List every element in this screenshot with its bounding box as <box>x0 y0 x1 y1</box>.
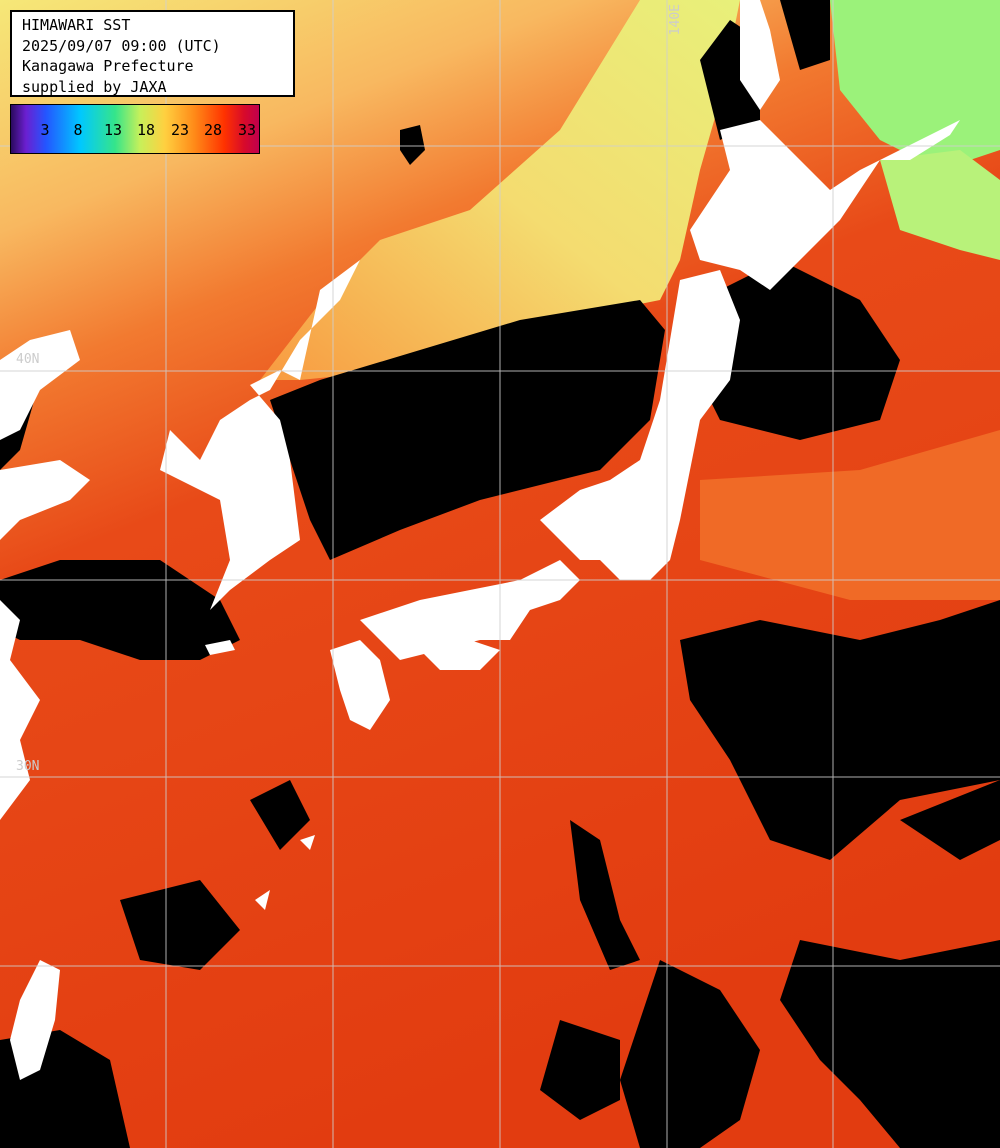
shikoku <box>420 640 500 670</box>
china-mainland-north <box>0 330 80 440</box>
legend-tick-13: 13 <box>103 121 123 139</box>
honshu-west <box>360 560 580 660</box>
region-line: Kanagawa Prefecture <box>22 57 194 75</box>
legend-tick-33: 33 <box>237 121 257 139</box>
land-masses <box>0 0 960 1080</box>
lon-140-label: 140E <box>668 4 683 36</box>
ryukyu-isle-2 <box>300 835 315 850</box>
lat-30-label: 30N <box>16 759 40 774</box>
kuril-islands <box>880 120 960 160</box>
timestamp-line: 2025/09/07 09:00 (UTC) <box>22 36 221 55</box>
small-island-nw <box>400 125 425 165</box>
taiwan <box>10 960 60 1080</box>
sakhalin <box>740 0 780 110</box>
legend-tick-23: 23 <box>170 121 190 139</box>
temperature-legend: 3 8 13 18 23 28 33 <box>10 104 260 154</box>
jeju-island <box>205 640 235 655</box>
legend-tick-18: 18 <box>136 121 156 139</box>
legend-ticks: 3 8 13 18 23 28 33 <box>11 120 259 140</box>
legend-tick-8: 8 <box>73 121 83 139</box>
okhotsk-sea <box>830 0 1000 170</box>
kuril-green-patch <box>880 150 1000 260</box>
honshu-north <box>540 270 740 580</box>
shandong-liaodong <box>0 460 90 540</box>
ryukyu-isle-1 <box>255 890 270 910</box>
kyushu <box>330 640 390 730</box>
hokkaido <box>690 120 880 290</box>
korea-peninsula <box>160 220 400 620</box>
title-box: HIMAWARI SST 2025/09/07 09:00 (UTC) Kana… <box>10 10 295 97</box>
title-line: HIMAWARI SST <box>22 16 131 34</box>
east-pacific-orange <box>700 430 1000 600</box>
credit-line: supplied by JAXA <box>22 77 167 96</box>
lat-40-label: 40N <box>16 352 40 367</box>
china-coast <box>0 600 40 820</box>
legend-tick-28: 28 <box>203 121 223 139</box>
legend-tick-3: 3 <box>40 121 50 139</box>
